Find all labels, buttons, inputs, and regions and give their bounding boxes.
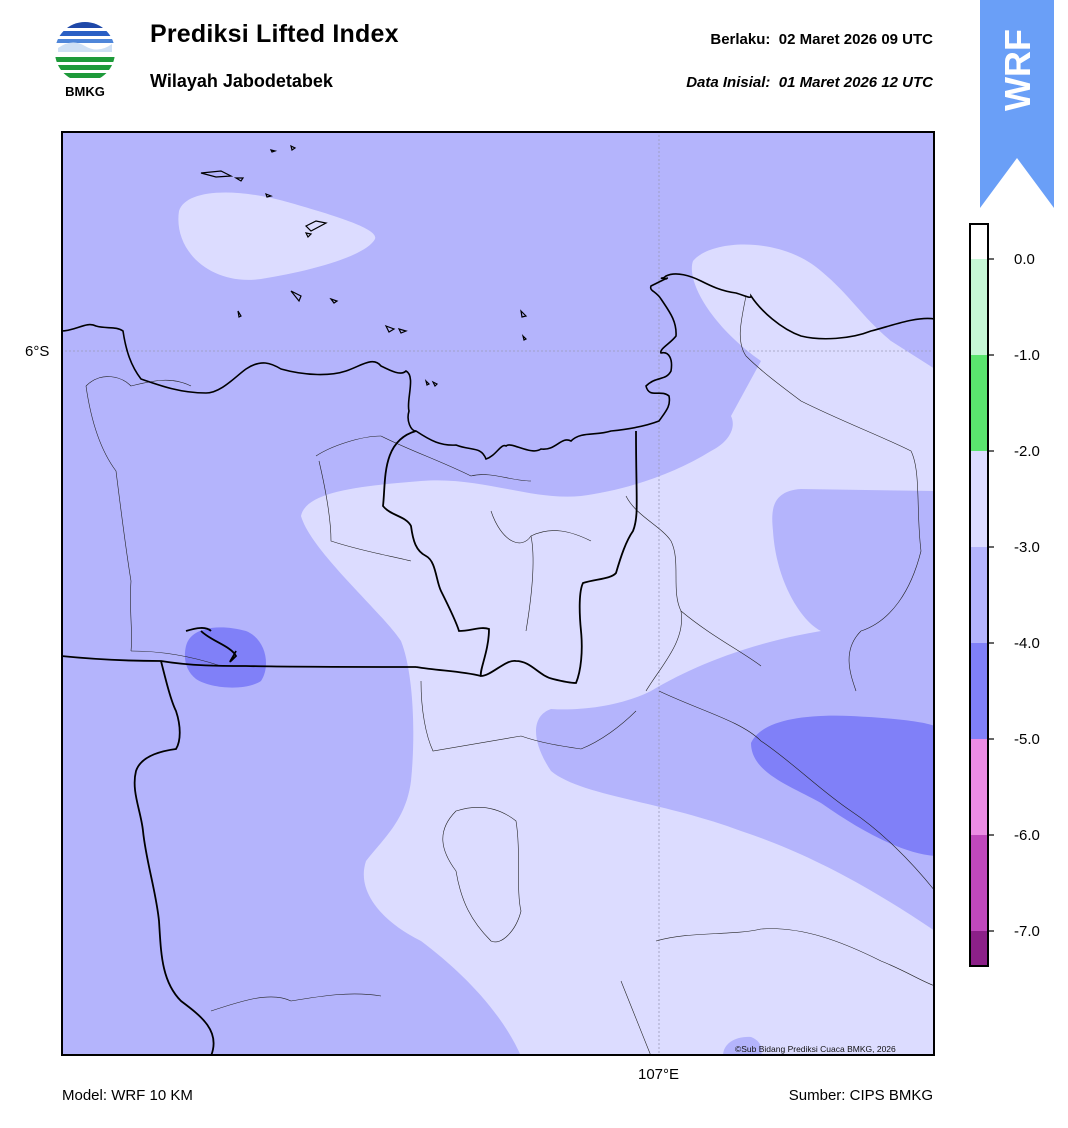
page-title: Prediksi Lifted Index	[150, 20, 399, 48]
map-frame	[61, 131, 935, 1056]
district-boundaries	[85, 295, 935, 1056]
page-subtitle: Wilayah Jabodetabek	[150, 71, 333, 91]
colorbar-tick-label: -3.0	[1014, 539, 1040, 556]
valid-time: Berlaku: 02 Maret 2026 09 UTC	[710, 31, 933, 48]
colorbar-tick-label: -7.0	[1014, 923, 1040, 940]
wrf-ribbon	[980, 0, 1054, 208]
lat-label: 6°S	[25, 343, 50, 360]
coastline	[61, 273, 935, 460]
islands	[200, 144, 528, 388]
svg-text:WRF: WRF	[997, 29, 1038, 111]
init-label: Data Inisial:	[686, 74, 771, 91]
colorbar-seg-6-to-7	[970, 835, 988, 931]
province-boundaries	[61, 430, 638, 1056]
model-label: Model: WRF 10 KM	[62, 1087, 193, 1104]
colorbar-frame	[969, 223, 989, 967]
contour-fill-top-blob	[178, 192, 376, 280]
valid-label: Berlaku:	[710, 31, 771, 48]
colorbar-tick-label: -6.0	[1014, 827, 1040, 844]
colorbar: 0.0 -1.0 -2.0 -3.0 -4.0 -5.0 -6.0 -7.0	[969, 223, 1040, 967]
colorbar-seg-1-to-2	[970, 355, 988, 451]
map-credit: ©Sub Bidang Prediksi Cuaca BMKG, 2026	[735, 1044, 896, 1054]
bmkg-logo-icon	[55, 22, 115, 78]
contour-fill-west-pocket	[184, 627, 266, 688]
contour-fill-east-pocket	[751, 715, 935, 856]
colorbar-seg-3-to-4	[970, 547, 988, 643]
lon-label: 107°E	[638, 1066, 680, 1083]
colorbar-tick-label: -4.0	[1014, 635, 1040, 652]
colorbar-ticks	[988, 258, 994, 932]
colorbar-seg-4-to-5	[970, 643, 988, 739]
colorbar-segments	[970, 224, 988, 966]
contour-fill-central	[301, 244, 935, 1056]
init-time: Data Inisial: 01 Maret 2026 12 UTC	[686, 74, 933, 91]
colorbar-seg-2-to-3	[970, 451, 988, 547]
colorbar-seg-above-0	[970, 224, 988, 259]
lifted-index-map	[61, 131, 935, 1056]
colorbar-seg-0-to-1	[970, 259, 988, 355]
colorbar-tick-label: -5.0	[1014, 731, 1040, 748]
contour-fill-small-south	[723, 1036, 762, 1056]
valid-value: 02 Maret 2026 09 UTC	[778, 31, 933, 48]
colorbar-seg-5-to-6	[970, 739, 988, 835]
wrf-ribbon-label: WRF	[997, 29, 1038, 111]
colorbar-seg-below-7	[970, 931, 988, 966]
colorbar-tick-label: -1.0	[1014, 347, 1040, 364]
colorbar-tick-label: 0.0	[1014, 251, 1035, 268]
source-label: Sumber: CIPS BMKG	[788, 1087, 933, 1104]
logo-text: BMKG	[65, 84, 105, 99]
colorbar-tick-label: -2.0	[1014, 443, 1040, 460]
init-value: 01 Maret 2026 12 UTC	[778, 74, 933, 91]
